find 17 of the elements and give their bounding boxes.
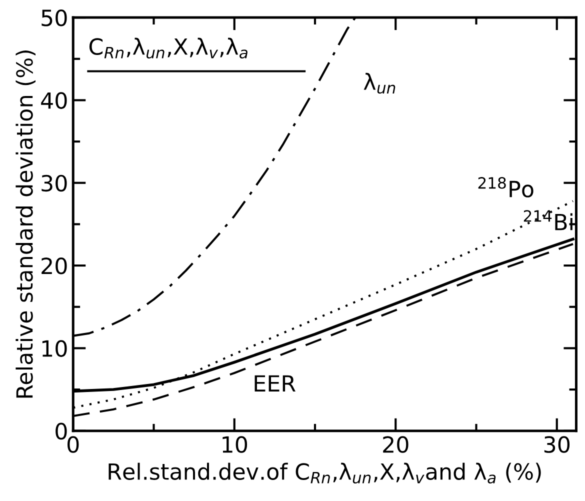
x-tick-label: 30 — [544, 436, 570, 453]
annotation: C$_{Rn}$,λ$_{un}$,X,λ$_{v}$,λ$_{a}$ — [89, 38, 248, 59]
y-tick-label: 0 — [56, 422, 67, 440]
y-axis-title: Relative standard deviation (%) — [16, 50, 36, 398]
annotation: $^{214}$Bi — [524, 210, 572, 230]
y-tick-label: 30 — [42, 174, 67, 192]
y-tick-label: 20 — [42, 257, 67, 274]
annotation: $^{218}$Po — [478, 177, 534, 198]
x-tick-label: 20 — [383, 436, 408, 453]
x-tick-label: 0 — [68, 436, 79, 453]
y-tick-label: 40 — [41, 92, 67, 109]
annotation: EER — [254, 375, 296, 392]
y-tick-label: 10 — [42, 340, 67, 357]
annotation: λ$_{un}$ — [364, 72, 396, 94]
text: Rel.stand.dev.of C$_{Rn}$,λ$_{un}$,X,λ$_{v}$and λ$_{a}$ (%) — [108, 462, 541, 484]
y-tick-label: 50 — [42, 9, 67, 26]
x-tick-label: 10 — [222, 436, 248, 453]
